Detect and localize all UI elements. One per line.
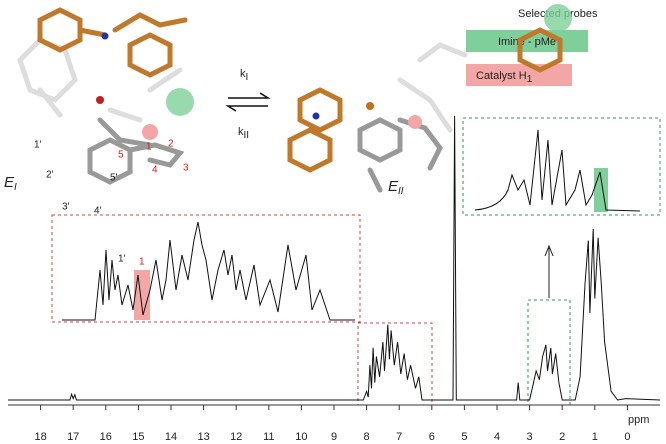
x-tick-label: 12 [230,431,242,443]
k-backward: kII [238,126,249,141]
inset-highlight [134,270,150,320]
x-axis-label: ppm [628,414,649,426]
atom-label: 1 [146,142,152,153]
x-tick-label: 17 [67,431,79,443]
x-tick-label: 13 [197,431,209,443]
atom-label: 5' [110,173,118,184]
state-2: EII [388,178,404,197]
inset-aromatic [51,214,361,323]
molecule-2 [287,4,572,193]
x-tick-label: 7 [396,431,402,443]
inset-aromatic-trace [62,221,355,321]
x-tick-label: 2 [559,431,565,443]
catalyst-label: Catalyst H1 [476,70,533,85]
x-tick-label: 4 [494,431,500,443]
inset-label: 1' [118,254,126,265]
imine-label: Imine - pMe [498,36,556,48]
x-tick-label: 1 [592,431,598,443]
region-box-aliphatic [527,299,571,406]
x-tick-label: 5 [461,431,467,443]
x-tick-label: 10 [295,431,307,443]
atom-label: 5 [118,150,124,161]
x-tick-label: 11 [263,431,274,443]
atom-label: 4' [94,206,102,217]
state-1: EI [4,174,17,193]
equilibrium-arrows [225,92,271,112]
atom-label: 4 [152,165,158,176]
inset-label: 1 [139,257,145,268]
x-tick-label: 9 [331,431,337,443]
x-tick-label: 0 [624,431,630,443]
atom-label: 2 [168,139,174,150]
x-tick-label: 14 [165,431,177,443]
atom-label: 1' [34,140,42,151]
atom-label: 3 [183,163,189,174]
x-tick-label: 3 [527,431,533,443]
inset-aliphatic-trace [474,129,641,212]
atom-label: 2' [46,170,54,181]
inset-aliphatic [462,117,661,216]
molecule-1 [17,7,194,185]
zoom-arrow [544,244,554,298]
spectrum [8,115,661,401]
x-tick-label: 8 [364,431,370,443]
x-tick-label: 18 [34,431,46,443]
x-tick-label: 16 [100,431,112,443]
x-tick-label: 6 [429,431,435,443]
atom-label: 3' [62,202,70,213]
x-tick-label: 15 [132,431,144,443]
inset-highlight-green [594,168,608,212]
k-forward: kI [240,68,248,83]
